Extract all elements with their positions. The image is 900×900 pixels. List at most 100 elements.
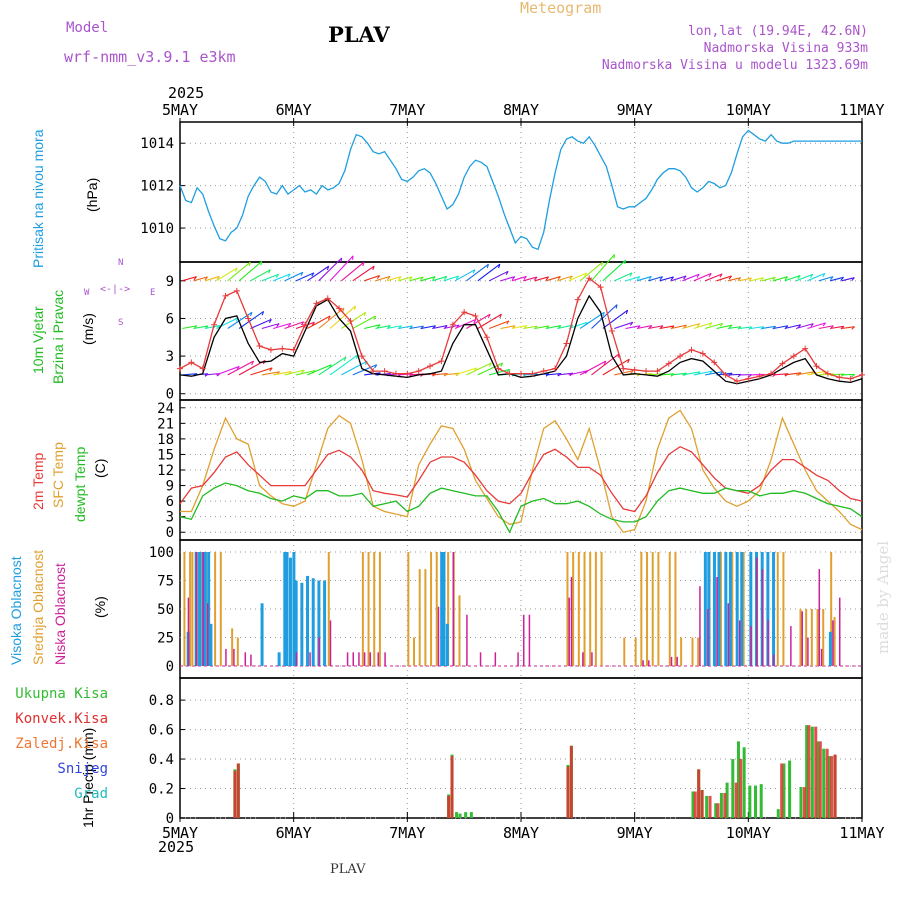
mid-cloud-bar (572, 552, 575, 666)
wind-barb (750, 373, 764, 376)
conv-precip-bar (447, 795, 451, 818)
wind-barb-head (216, 276, 220, 280)
low-cloud-bar (767, 620, 769, 666)
mid-cloud-bar (430, 552, 433, 666)
wind-barb-head (629, 272, 633, 277)
mid-cloud-bar (435, 552, 438, 666)
low-cloud-bar (807, 637, 809, 666)
wind-barb (761, 276, 776, 282)
high-cloud-bar (442, 552, 446, 666)
gust-marker (608, 328, 615, 334)
wind-barb-head (624, 260, 627, 265)
y-tick-label: 3 (166, 510, 174, 526)
conv-precip-bar (566, 766, 570, 818)
conv-precip-bar (569, 745, 573, 818)
wind-barb-head (822, 322, 826, 327)
pressure-line (179, 129, 862, 251)
y-tick-label: 100 (149, 545, 174, 561)
gust-marker (461, 309, 468, 316)
compass-s: S (118, 318, 124, 328)
wind-barb-head (511, 276, 516, 281)
wind-barb (613, 272, 633, 282)
wind-barb-head (533, 276, 538, 281)
wind-barb-head (472, 269, 476, 274)
high-cloud-bar (749, 552, 753, 666)
wind-barb (557, 275, 573, 282)
low-cloud-bar (352, 652, 354, 666)
low-cloud-bar (756, 557, 758, 666)
wind-barb-head (630, 370, 634, 374)
gust-marker (722, 371, 729, 378)
wind-barb (295, 272, 315, 282)
wind-barb (648, 325, 663, 330)
mid-cloud-bar (731, 552, 734, 666)
high-cloud-bar (440, 552, 444, 666)
conv-precip-bar (814, 726, 818, 818)
wind-barb (182, 325, 197, 330)
low-cloud-bar (528, 614, 531, 666)
wind-barb (670, 372, 687, 376)
total-precip-bar (742, 747, 746, 818)
gust-marker (267, 346, 274, 353)
wind-barb-head (505, 271, 509, 276)
gust-marker (279, 345, 286, 352)
conv-precip-bar (236, 763, 240, 818)
wind-barb-head (311, 321, 315, 326)
low-cloud-bar (358, 652, 360, 666)
wind-barb-head (719, 323, 724, 327)
gust-marker (620, 365, 627, 372)
wind-barb (477, 313, 502, 329)
wind-barb (227, 311, 253, 329)
y-tick-label: 0.2 (149, 782, 174, 798)
high-cloud-bar (740, 552, 744, 666)
gust-marker (233, 287, 240, 294)
wind-barb (443, 372, 460, 376)
wind-barb (466, 362, 492, 376)
wind-barb-head (498, 264, 501, 269)
conv-precip-bar (807, 725, 811, 818)
wind-barb (557, 324, 573, 330)
gust-marker (540, 368, 547, 375)
wind-barb (204, 372, 221, 376)
low-cloud-bar (801, 611, 803, 666)
high-cloud-bar (707, 552, 711, 666)
wind-barb (216, 365, 240, 376)
mid-cloud-bar (594, 552, 597, 666)
wind-barb-head (268, 319, 272, 324)
low-cloud-bar (517, 652, 519, 666)
y-tick-label: 6 (166, 311, 174, 327)
high-cloud-bar (294, 580, 298, 666)
wind-barb (363, 274, 380, 282)
wind-barb (375, 275, 391, 282)
x-day-label-bottom: 8MAY (503, 824, 539, 842)
low-cloud-bar (466, 614, 468, 666)
gust-marker (699, 350, 706, 357)
wind-barb-head (708, 273, 712, 278)
low-cloud-bar (820, 648, 823, 666)
wind-barb (625, 276, 640, 282)
low-cloud-bar (738, 620, 741, 666)
low-cloud-bar (523, 614, 525, 666)
mid-cloud-bar (680, 637, 683, 666)
wind-barb (545, 275, 561, 282)
y-tick-label: 25 (157, 631, 174, 647)
y-tick-label: 0.4 (149, 752, 174, 768)
low-cloud-bar (346, 652, 349, 666)
gust-marker (427, 363, 434, 370)
low-cloud-bar (648, 660, 650, 666)
wind-barb (250, 318, 272, 329)
gust-marker (813, 363, 820, 370)
wind-barb-head (830, 276, 834, 281)
gust-marker (665, 360, 672, 367)
wind-barb-head (696, 273, 700, 278)
total-precip-bar (788, 760, 792, 818)
wind-barb (432, 325, 448, 330)
wind-barb-head (387, 276, 391, 280)
total-precip-bar (731, 759, 735, 818)
wind-barb (773, 276, 788, 282)
wind-barb (602, 259, 627, 282)
conv-precip-bar (723, 792, 727, 818)
high-cloud-bar (203, 552, 207, 666)
gust-marker (779, 360, 786, 367)
wind-barb-head (420, 276, 424, 281)
